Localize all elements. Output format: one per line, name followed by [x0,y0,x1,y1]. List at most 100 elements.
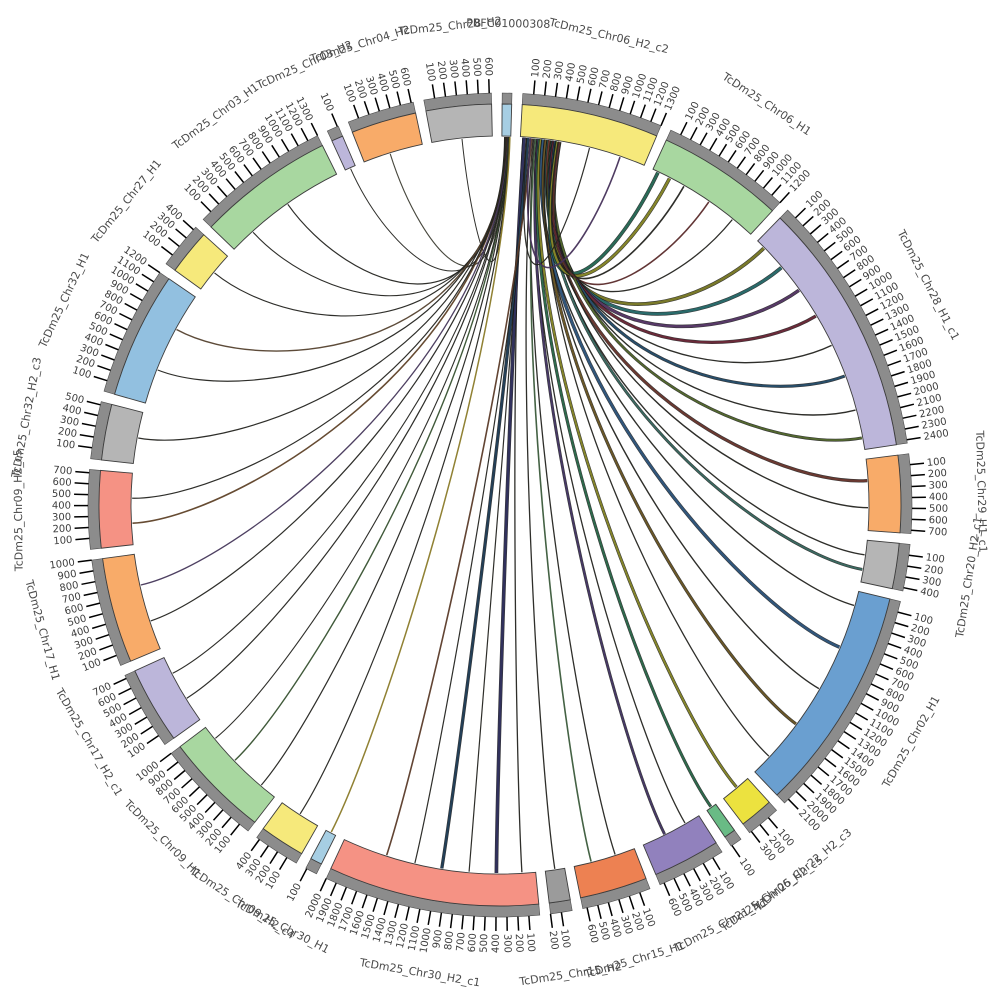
link-ribbon [530,138,616,855]
segment-band [134,657,201,739]
tick-mark [911,529,926,532]
tick-mark [167,237,180,247]
tick-mark [243,164,253,177]
tick-mark [212,809,224,821]
tick-mark [278,857,288,870]
tick-mark [875,673,889,681]
tick-mark [693,868,701,882]
tick-mark [124,302,138,311]
tick-mark [230,823,241,836]
tick-label: 100 [71,365,93,381]
tick-mark [79,433,94,438]
tick-label: 500 [479,934,491,953]
tick-label: 1100 [407,925,423,952]
segment-band [865,454,902,534]
tick-mark [427,910,432,926]
tick-mark [831,748,844,759]
tick-mark [461,915,464,930]
tick-mark [259,845,270,858]
tick-label: 200 [542,59,555,79]
tick-mark [269,851,279,865]
tick-label: 600 [585,923,600,944]
tick-mark [234,171,245,183]
tick-mark [843,730,857,740]
tick-mark [727,149,737,163]
tick-mark [300,127,309,141]
tick-mark [586,907,591,922]
tick-mark [310,122,319,136]
tick-mark [865,693,880,701]
tick-label: 100 [925,552,945,565]
tick-mark [271,144,280,158]
tick-mark [290,133,299,147]
segment-TcDm25_Chr30_H2_c1: 1002003004005006007008009001000110012001… [304,839,541,989]
tick-label: 300 [618,914,634,935]
link-ribbon [138,137,508,441]
tick-label: 400 [70,624,91,640]
tick-mark [771,184,782,196]
tick-mark [517,916,520,931]
tick-mark [146,734,160,745]
tick-mark [200,201,212,213]
tick-mark [745,162,756,176]
tick-mark [731,845,741,858]
segment-name-label: PBFC01000308 [466,16,550,30]
tick-label: 500 [66,613,87,629]
tick-mark [897,392,912,398]
tick-label: 400 [491,934,502,953]
tick-label: 100 [524,933,536,953]
tick-mark [363,100,370,115]
tick-label: 300 [59,414,80,428]
tick-mark [442,82,447,97]
tick-mark [911,518,926,521]
tick-label: 600 [64,602,85,617]
link-ribbon [389,136,507,267]
tick-mark [904,425,919,430]
link-ribbon [523,137,591,266]
segment-band [331,135,356,171]
segment-TcDm25_Chr28_H1_c1: 1002003004005006007008009001000110012001… [757,189,962,451]
tick-mark [817,766,830,777]
tick-mark [101,354,115,361]
link-ribbon [554,141,733,293]
tick-label: 2400 [923,428,950,443]
tick-label: 200 [928,468,948,480]
tick-mark [565,84,570,99]
tick-mark [907,565,922,569]
tick-mark [879,339,893,346]
tick-mark [93,375,108,382]
tick-label: 300 [921,575,942,589]
tick-label: 100 [53,535,73,548]
tick-mark [160,245,173,256]
tick-mark [181,778,193,789]
tick-label: 200 [923,564,944,578]
tick-mark [134,716,148,725]
tick-mark [407,88,412,103]
tick-mark [123,697,137,706]
tick-mark [709,137,718,151]
tick-mark [597,91,603,106]
tick-mark [718,143,728,157]
tick-mark [361,894,368,909]
tick-mark [683,873,691,887]
tick-mark [431,84,436,99]
link-ribbon-outline [541,139,797,726]
link-ribbon [550,141,685,280]
segment-name-label: TcDm25_Chr15_H2 [518,960,623,988]
tick-label: 900 [57,569,78,583]
tick-mark [532,80,536,95]
tick-mark [736,156,747,169]
tick-mark [405,906,410,921]
tick-mark [824,757,837,768]
tick-mark [759,824,770,836]
link-ribbon [260,137,510,786]
tick-label: 500 [470,57,482,77]
segment-band [757,217,897,451]
segment-name-label: TcDm25_Chr17_H1 [22,578,62,682]
tick-mark [618,899,624,914]
tick-label: 100 [285,882,304,904]
tick-label: 500 [386,69,401,90]
segment-band [351,112,423,163]
